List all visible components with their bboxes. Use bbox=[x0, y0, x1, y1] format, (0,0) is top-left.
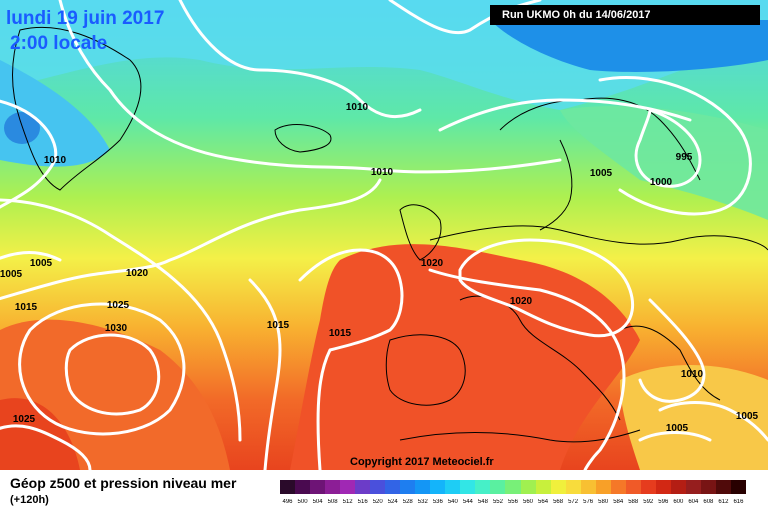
isobar-label: 1010 bbox=[44, 155, 67, 166]
high-region-mediterranean bbox=[290, 244, 640, 470]
colorbar-swatch bbox=[550, 480, 566, 494]
colorbar-swatch bbox=[625, 480, 641, 494]
colorbar-tick-label: 496 bbox=[282, 499, 293, 505]
deep-low-north bbox=[490, 20, 768, 72]
isobar-label: 995 bbox=[676, 152, 693, 163]
map-title: Géop z500 et pression niveau mer bbox=[10, 475, 237, 491]
colorbar-tick-label: 504 bbox=[312, 499, 323, 505]
isobar-label: 1005 bbox=[590, 168, 613, 179]
colorbar-swatch bbox=[325, 480, 341, 494]
forecast-date: lundi 19 juin 2017 bbox=[6, 8, 165, 29]
colorbar-swatch bbox=[280, 480, 296, 494]
colorbar-tick-label: 532 bbox=[417, 499, 428, 505]
colorbar-swatch bbox=[295, 480, 311, 494]
colorbar-tick-label: 512 bbox=[342, 499, 353, 505]
colorbar-tick-label: 524 bbox=[387, 499, 398, 505]
colorbar-swatch bbox=[580, 480, 596, 494]
colorbar-swatch bbox=[670, 480, 686, 494]
isobar-labels: 1010 1010 1010 1005 995 1000 1005 1005 1020 1020 1… bbox=[0, 102, 759, 434]
isobar-label: 1010 bbox=[371, 167, 394, 178]
isobar-label: 1020 bbox=[126, 268, 149, 279]
colorbar-tick-label: 560 bbox=[523, 499, 534, 505]
colorbar-tick-label: 528 bbox=[402, 499, 413, 505]
colorbar-swatch bbox=[355, 480, 371, 494]
isobar-label: 1020 bbox=[421, 258, 444, 269]
isobar-label: 1005 bbox=[736, 411, 759, 422]
colorbar-tick-label: 520 bbox=[372, 499, 383, 505]
yellow-region-east bbox=[620, 365, 768, 470]
colorbar-swatch bbox=[415, 480, 431, 494]
colorbar-swatch bbox=[535, 480, 551, 494]
isobar-label: 1025 bbox=[13, 414, 36, 425]
isobar-label: 1010 bbox=[346, 102, 369, 113]
isobar-label: 1020 bbox=[510, 296, 533, 307]
forecast-time: 2:00 locale bbox=[10, 33, 108, 54]
colorbar-swatch bbox=[490, 480, 506, 494]
colorbar-swatch bbox=[700, 480, 716, 494]
isobar-label: 1025 bbox=[107, 300, 130, 311]
colorbar-tick-label: 552 bbox=[492, 499, 503, 505]
colorbar-tick-label: 572 bbox=[568, 499, 579, 505]
colorbar-tick-label: 508 bbox=[327, 499, 338, 505]
colorbar-tick-label: 564 bbox=[538, 499, 549, 505]
deep-low-west bbox=[4, 112, 40, 144]
colorbar-tick-label: 548 bbox=[477, 499, 488, 505]
copyright: Copyright 2017 Meteociel.fr bbox=[350, 456, 494, 468]
colorbar-swatch bbox=[385, 480, 401, 494]
colorbar-swatch bbox=[610, 480, 626, 494]
colorbar-tick-label: 592 bbox=[643, 499, 654, 505]
isobar-label: 1005 bbox=[666, 423, 689, 434]
isobar-label: 1005 bbox=[30, 258, 53, 269]
colorbar-tick-label: 580 bbox=[598, 499, 609, 505]
isobar-label: 1010 bbox=[681, 369, 704, 380]
isobar-label: 1015 bbox=[267, 320, 290, 331]
colorbar-swatch bbox=[565, 480, 581, 494]
colorbar-swatch bbox=[715, 480, 731, 494]
colorbar-swatch bbox=[370, 480, 386, 494]
colorbar-tick-label: 600 bbox=[673, 499, 684, 505]
colorbar-tick-label: 544 bbox=[462, 499, 473, 505]
colorbar-swatch bbox=[505, 480, 521, 494]
colorbar-swatch bbox=[655, 480, 671, 494]
colorbar-swatch bbox=[730, 480, 746, 494]
isobar-label: 1000 bbox=[650, 177, 673, 188]
isobar-label: 1015 bbox=[329, 328, 352, 339]
colorbar-swatch bbox=[520, 480, 536, 494]
colorbar-tick-label: 616 bbox=[733, 499, 744, 505]
run-info: Run UKMO 0h du 14/06/2017 bbox=[490, 5, 760, 25]
colorbar-tick-label: 540 bbox=[447, 499, 458, 505]
isobar-label: 1005 bbox=[0, 269, 23, 280]
weather-map: 1010 1010 1010 1005 995 1000 1005 1005 1020 1020 1… bbox=[0, 0, 768, 470]
colorbar-tick-label: 596 bbox=[658, 499, 669, 505]
colorbar-tick-label: 516 bbox=[357, 499, 368, 505]
colorbar-tick-label: 608 bbox=[703, 499, 714, 505]
colorbar-swatch bbox=[310, 480, 326, 494]
colorbar-swatch bbox=[340, 480, 356, 494]
colorbar-swatch bbox=[595, 480, 611, 494]
colorbar-swatch bbox=[460, 480, 476, 494]
colorbar-swatch bbox=[430, 480, 446, 494]
colorbar-tick-label: 556 bbox=[507, 499, 518, 505]
colorbar-labels: 496 500 504 508 512 516 520 524 528 532 536 540 544 5… bbox=[280, 499, 746, 509]
colorbar-swatch bbox=[475, 480, 491, 494]
colorbar-tick-label: 568 bbox=[553, 499, 564, 505]
colorbar-swatch bbox=[445, 480, 461, 494]
colorbar-tick-label: 536 bbox=[432, 499, 443, 505]
isobar-label: 1030 bbox=[105, 323, 128, 334]
high-core-atlantic bbox=[0, 398, 80, 470]
colorbar-tick-label: 612 bbox=[718, 499, 729, 505]
colorbar-tick-label: 604 bbox=[688, 499, 699, 505]
isobar-label: 1015 bbox=[15, 302, 38, 313]
colorbar-tick-label: 576 bbox=[583, 499, 594, 505]
colorbar-swatch bbox=[640, 480, 656, 494]
colorbar-tick-label: 500 bbox=[297, 499, 308, 505]
colorbar-tick-label: 588 bbox=[628, 499, 639, 505]
scandinavia-region bbox=[560, 106, 768, 220]
colorbar-swatch bbox=[400, 480, 416, 494]
colorbar-swatch bbox=[685, 480, 701, 494]
lead-time: (+120h) bbox=[10, 494, 49, 506]
colorbar bbox=[280, 480, 746, 494]
colorbar-tick-label: 584 bbox=[613, 499, 624, 505]
